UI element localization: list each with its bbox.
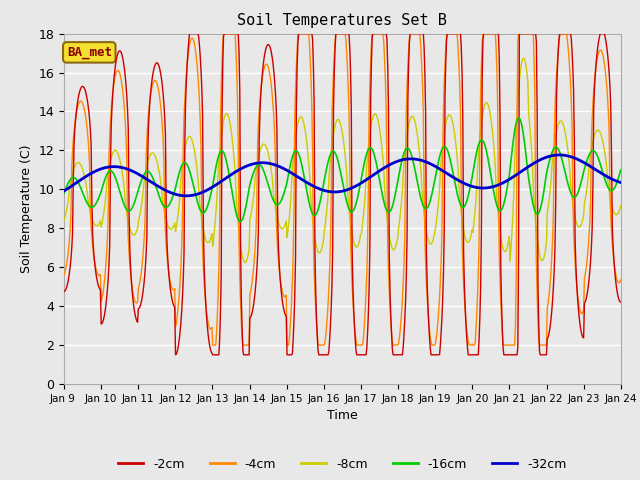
Y-axis label: Soil Temperature (C): Soil Temperature (C)	[20, 144, 33, 273]
X-axis label: Time: Time	[327, 409, 358, 422]
Legend: -2cm, -4cm, -8cm, -16cm, -32cm: -2cm, -4cm, -8cm, -16cm, -32cm	[113, 453, 572, 476]
Title: Soil Temperatures Set B: Soil Temperatures Set B	[237, 13, 447, 28]
Text: BA_met: BA_met	[67, 46, 112, 59]
